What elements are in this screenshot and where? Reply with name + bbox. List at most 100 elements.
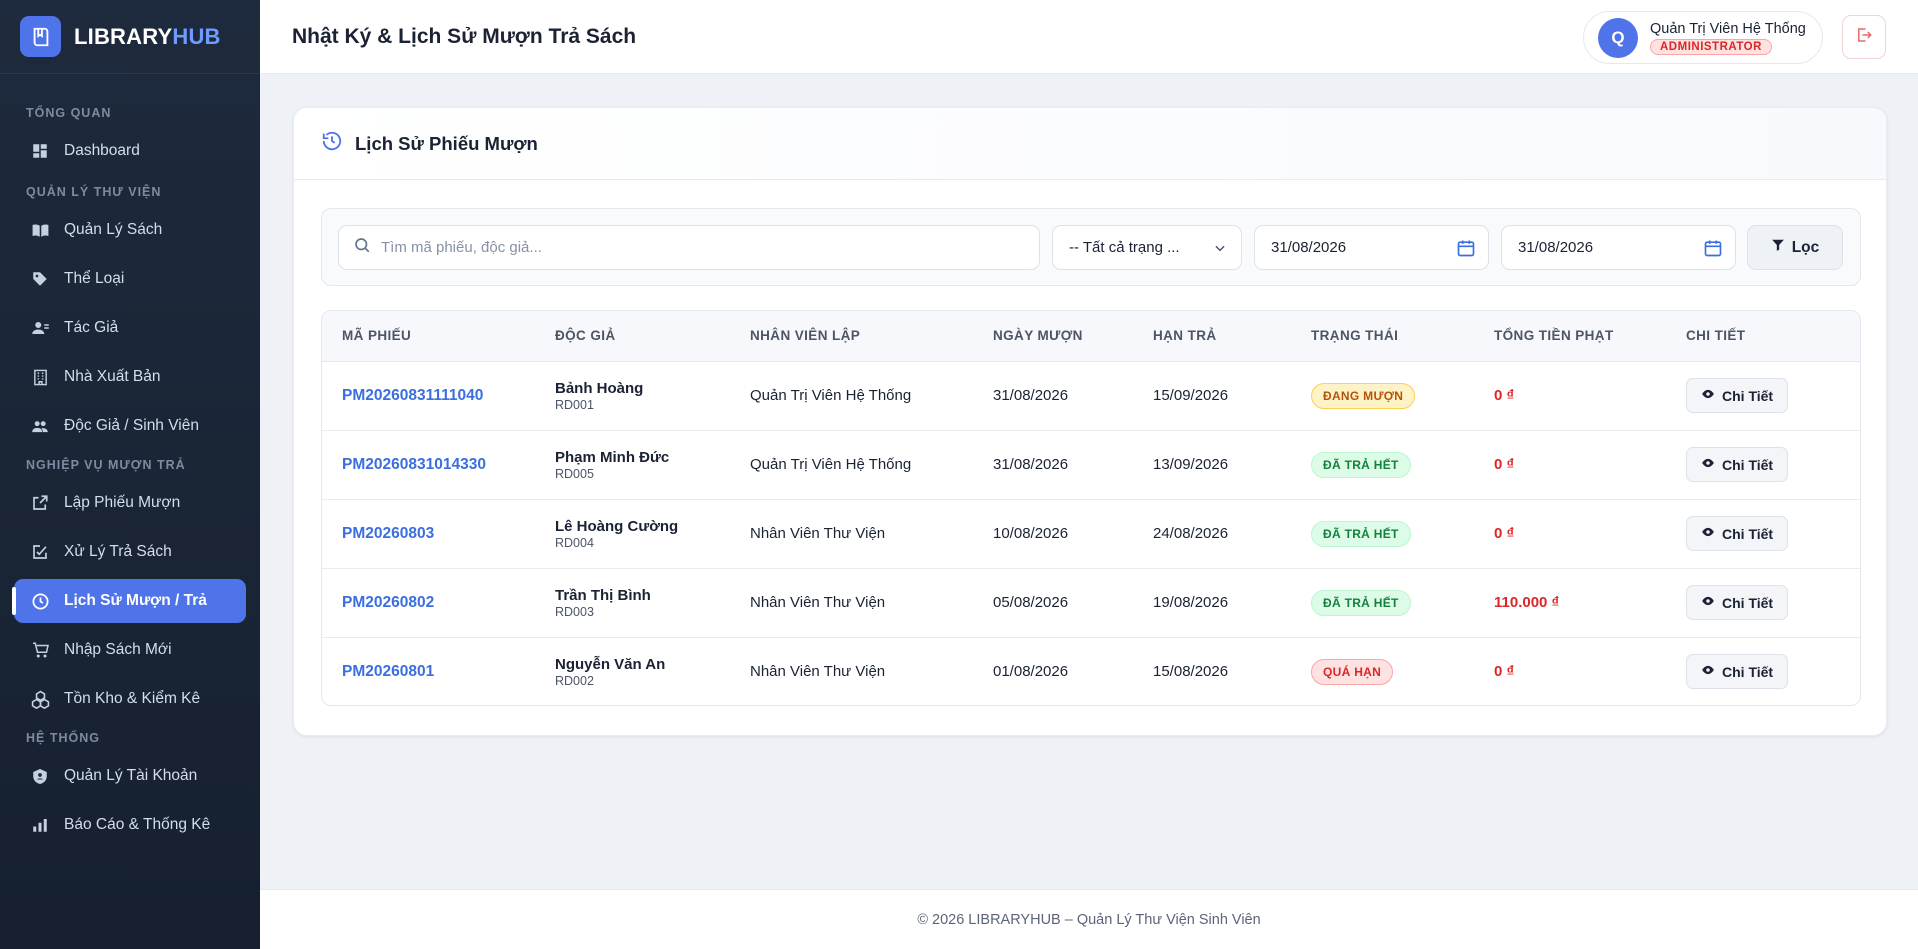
shield-icon [30,766,50,786]
eye-icon [1701,525,1715,542]
sidebar: LIBRARYHUB TỔNG QUAN Dashboard QUẢN LÝ T… [0,0,260,949]
sidebar-item-import-books[interactable]: Nhập Sách Mới [14,628,246,672]
logout-button[interactable] [1842,15,1886,59]
detail-button[interactable]: Chi Tiết [1686,654,1789,690]
date-from-input[interactable]: 31/08/2026 [1254,225,1489,270]
status-select-value: -- Tất cả trạng ... [1069,239,1180,256]
user-menu[interactable]: Q Quản Trị Viên Hệ Thống ADMINISTRATOR [1583,11,1823,64]
calendar-icon[interactable] [1703,238,1723,262]
borrow-date: 31/08/2026 [993,456,1069,473]
sidebar-item-label: Tác Giả [64,319,119,336]
sidebar-item-authors[interactable]: Tác Giả [14,306,246,350]
detail-button[interactable]: Chi Tiết [1686,447,1789,482]
calendar-icon[interactable] [1456,238,1476,262]
table-row: PM20260803 Lê Hoàng Cường RD004 Nhân Viên… [322,499,1860,568]
brand-name: LIBRARYHUB [74,23,221,49]
card-title: Lịch Sử Phiếu Mượn [355,132,538,154]
reader-name: Bảnh Hoàng [555,379,644,397]
nav-section-library: QUẢN LÝ THƯ VIỆN [26,185,162,199]
reader-id: RD001 [555,397,594,412]
sidebar-item-accounts[interactable]: Quản Lý Tài Khoản [14,754,246,798]
table-row: PM20260802 Trần Thị Bình RD003 Nhân Viên … [322,568,1860,637]
col-header-fine[interactable]: TỔNG TIỀN PHẠT [1494,311,1686,362]
detail-button[interactable]: Chi Tiết [1686,585,1789,620]
fine-amount: 110.000 ₫ [1494,594,1560,611]
sidebar-item-label: Xử Lý Trả Sách [64,543,172,560]
fine-amount: 0 ₫ [1494,663,1515,681]
sidebar-item-label: Quản Lý Tài Khoản [64,767,198,784]
cart-icon [30,640,50,660]
due-date: 19/08/2026 [1153,594,1229,611]
sidebar-item-reports[interactable]: Báo Cáo & Thống Kê [14,803,246,847]
detail-button-label: Chi Tiết [1722,387,1774,404]
sidebar-item-returns[interactable]: Xử Lý Trả Sách [14,530,246,574]
borrow-date: 10/08/2026 [993,525,1069,542]
reader-name: Phạm Minh Đức [555,448,670,466]
reader-name: Lê Hoàng Cường [555,517,679,535]
checkbox-edit-icon [30,542,50,562]
staff-name: Nhân Viên Thư Viện [750,663,886,681]
eye-icon [1701,456,1715,473]
user-name: Quản Trị Viên Hệ Thống [1650,20,1806,37]
date-from-value: 31/08/2026 [1271,239,1347,256]
col-header-borrow-date[interactable]: NGÀY MƯỢN [993,311,1153,362]
sidebar-item-dashboard[interactable]: Dashboard [14,129,246,173]
external-link-icon [30,493,50,513]
detail-button-label: Chi Tiết [1722,525,1774,542]
filter-bar: -- Tất cả trạng ... 31/08/2026 31/08/202… [321,208,1861,286]
loan-code-link[interactable]: PM20260803 [342,524,435,542]
history-clock-icon [321,130,343,157]
detail-button[interactable]: Chi Tiết [1686,378,1789,413]
search-icon [353,236,371,259]
sidebar-item-label: Lập Phiếu Mượn [64,494,181,511]
book-logo-icon [20,16,61,57]
filter-button[interactable]: Lọc [1747,225,1843,270]
sidebar-item-readers[interactable]: Độc Giả / Sinh Viên [14,404,246,448]
col-header-code[interactable]: MÃ PHIẾU [322,311,555,362]
sidebar-item-history[interactable]: Lịch Sử Mượn / Trả [12,579,246,623]
status-select[interactable]: -- Tất cả trạng ... [1052,225,1242,270]
sidebar-item-publishers[interactable]: Nhà Xuất Bản [14,355,246,399]
avatar: Q [1598,17,1638,58]
sidebar-item-books[interactable]: Quản Lý Sách [14,208,246,252]
staff-name: Quản Trị Viên Hệ Thống [750,387,912,404]
loan-code-link[interactable]: PM20260831111040 [342,386,484,404]
loan-code-link[interactable]: PM20260801 [342,662,435,680]
sidebar-item-inventory[interactable]: Tồn Kho & Kiểm Kê [14,677,246,721]
col-header-status[interactable]: TRẠNG THÁI [1311,311,1494,362]
sidebar-nav: TỔNG QUAN Dashboard QUẢN LÝ THƯ VIỆN Quả… [0,74,260,847]
author-icon [30,318,50,338]
staff-name: Nhân Viên Thư Viện [750,525,886,542]
eye-icon [1701,663,1715,680]
fine-amount: 0 ₫ [1494,456,1515,473]
building-icon [30,367,50,387]
loan-code-link[interactable]: PM20260802 [342,593,435,611]
detail-button-label: Chi Tiết [1722,663,1774,680]
brand[interactable]: LIBRARYHUB [0,0,260,74]
col-header-detail: CHI TIẾT [1686,311,1860,362]
status-badge: ĐÃ TRẢ HẾT [1311,520,1411,547]
tag-icon [30,269,50,289]
col-header-due-date[interactable]: HẠN TRẢ [1153,311,1311,362]
table-row: PM20260831014330 Phạm Minh Đức RD005 Quản… [322,430,1860,499]
sidebar-item-create-loan[interactable]: Lập Phiếu Mượn [14,481,246,525]
due-date: 24/08/2026 [1153,525,1229,542]
users-icon [30,416,50,436]
col-header-reader[interactable]: ĐỘC GIẢ [555,311,750,362]
loan-code-link[interactable]: PM20260831014330 [342,455,486,473]
status-badge: ĐÃ TRẢ HẾT [1311,589,1411,616]
detail-button[interactable]: Chi Tiết [1686,516,1789,551]
search-input[interactable] [381,239,1001,256]
reader-name: Nguyễn Văn An [555,655,666,673]
col-header-staff[interactable]: NHÂN VIÊN LẬP [750,311,993,362]
sidebar-item-categories[interactable]: Thể Loại [14,257,246,301]
borrow-date: 31/08/2026 [993,387,1069,404]
reader-id: RD002 [555,673,594,688]
date-to-input[interactable]: 31/08/2026 [1501,225,1736,270]
eye-icon [1701,387,1715,404]
loan-history-card: Lịch Sử Phiếu Mượn -- Tất cả trạng ... 3… [293,107,1887,736]
sidebar-item-label: Quản Lý Sách [64,221,163,238]
eye-icon [1701,594,1715,611]
due-date: 15/09/2026 [1153,387,1229,404]
loan-table: MÃ PHIẾU ĐỘC GIẢ NHÂN VIÊN LẬP NGÀY MƯỢN… [321,310,1861,706]
